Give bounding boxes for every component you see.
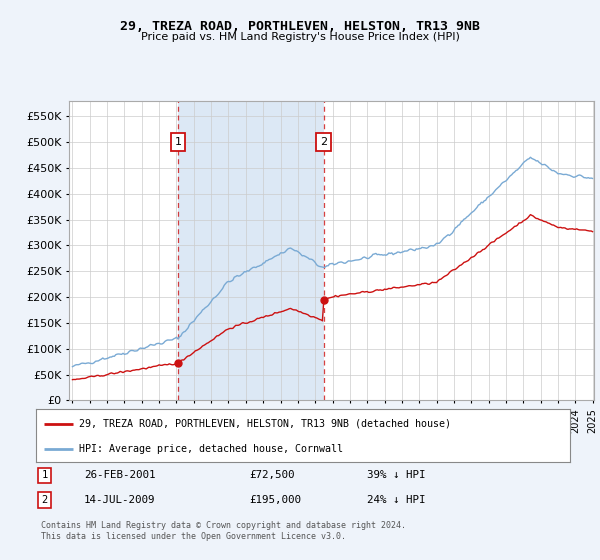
Bar bbox=[178, 101, 324, 400]
Text: 29, TREZA ROAD, PORTHLEVEN, HELSTON, TR13 9NB (detached house): 29, TREZA ROAD, PORTHLEVEN, HELSTON, TR1… bbox=[79, 419, 451, 429]
Text: HPI: Average price, detached house, Cornwall: HPI: Average price, detached house, Corn… bbox=[79, 444, 343, 454]
Text: 2: 2 bbox=[320, 137, 328, 147]
Text: 1: 1 bbox=[175, 137, 181, 147]
Text: 1: 1 bbox=[41, 470, 47, 480]
Text: 26-FEB-2001: 26-FEB-2001 bbox=[84, 470, 155, 480]
Text: 24% ↓ HPI: 24% ↓ HPI bbox=[367, 495, 425, 505]
Text: 14-JUL-2009: 14-JUL-2009 bbox=[84, 495, 155, 505]
Text: £195,000: £195,000 bbox=[250, 495, 302, 505]
Text: £72,500: £72,500 bbox=[250, 470, 295, 480]
Text: Price paid vs. HM Land Registry's House Price Index (HPI): Price paid vs. HM Land Registry's House … bbox=[140, 32, 460, 43]
Text: Contains HM Land Registry data © Crown copyright and database right 2024.
This d: Contains HM Land Registry data © Crown c… bbox=[41, 521, 406, 541]
Text: 29, TREZA ROAD, PORTHLEVEN, HELSTON, TR13 9NB: 29, TREZA ROAD, PORTHLEVEN, HELSTON, TR1… bbox=[120, 20, 480, 32]
Text: 2: 2 bbox=[41, 495, 47, 505]
Text: 39% ↓ HPI: 39% ↓ HPI bbox=[367, 470, 425, 480]
